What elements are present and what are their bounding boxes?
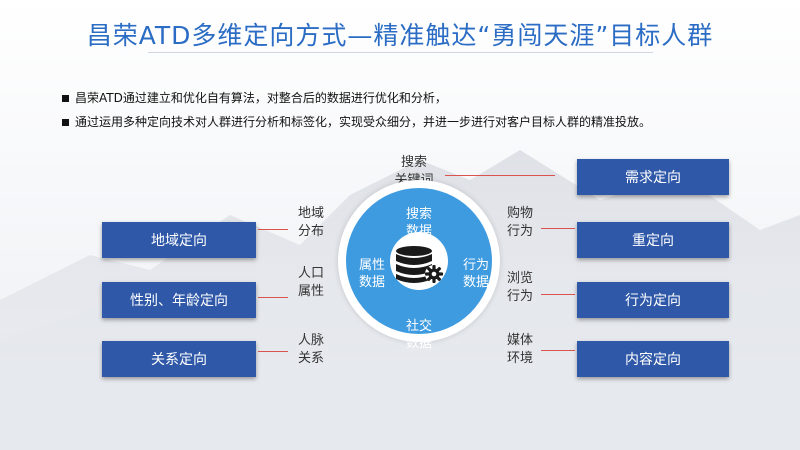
label-line: 浏览 [506, 271, 533, 286]
label-line: 关系 [297, 351, 324, 366]
page-title: 昌荣ATD多维定向方式—精准触达“勇闯天涯”目标人群 [86, 21, 714, 50]
label-media-environment: 媒体 环境 [500, 332, 540, 368]
bullet-square-icon [62, 118, 69, 126]
circle-label-line: 数据 [405, 336, 432, 351]
box-content-targeting: 内容定向 [577, 341, 729, 377]
circle-label-line: 数据 [462, 275, 489, 290]
label-line: 媒体 [506, 333, 533, 348]
connector-line [541, 228, 575, 229]
label-line: 地域 [297, 206, 324, 221]
box-region-targeting: 地域定向 [102, 222, 256, 258]
box-relationship-targeting: 关系定向 [102, 341, 256, 377]
circle-label-line: 属性 [358, 258, 385, 273]
circle-label-behavior-data: 行为 数据 [456, 257, 496, 291]
label-line: 人口 [297, 266, 324, 281]
circle-label-line: 数据 [405, 224, 432, 239]
circle-label-attribute-data: 属性 数据 [352, 257, 392, 291]
label-line: 人脉 [297, 333, 324, 348]
circle-label-line: 数据 [358, 275, 385, 290]
bullet-item: 昌荣ATD通过建立和优化自有算法，对整合后的数据进行优化和分析， [62, 86, 651, 110]
label-line: 搜索 [400, 155, 427, 170]
bullet-text: 通过运用多种定向技术对人群进行分析和标签化，实现受众细分，并进一步进行对客户目标… [75, 115, 652, 129]
bullet-list: 昌荣ATD通过建立和优化自有算法，对整合后的数据进行优化和分析， 通过运用多种定… [62, 86, 651, 134]
circle-label-search-data: 搜索 数据 [399, 206, 439, 240]
box-demand-targeting: 需求定向 [577, 159, 729, 195]
label-shopping-behavior: 购物 行为 [500, 205, 540, 241]
label-line: 购物 [506, 206, 533, 221]
label-line: 属性 [297, 284, 324, 299]
connector-line [258, 229, 288, 230]
database-gear-icon [396, 246, 443, 283]
connector-line [541, 350, 575, 351]
box-gender-age-targeting: 性别、年龄定向 [102, 282, 256, 318]
label-line: 环境 [506, 351, 533, 366]
bullet-square-icon [62, 94, 69, 102]
bullet-item: 通过运用多种定向技术对人群进行分析和标签化，实现受众细分，并进一步进行对客户目标… [62, 110, 651, 134]
label-line: 行为 [506, 289, 533, 304]
label-demographic: 人口 属性 [291, 265, 331, 301]
title-divider [148, 52, 653, 53]
connector-line [541, 294, 575, 295]
box-retargeting: 重定向 [577, 222, 729, 258]
circle-label-line: 搜索 [405, 207, 432, 222]
label-line: 分布 [297, 224, 324, 239]
connector-line [258, 297, 288, 298]
box-behavior-targeting: 行为定向 [577, 282, 729, 318]
label-region: 地域 分布 [291, 205, 331, 241]
label-line: 行为 [506, 224, 533, 239]
circle-label-social-data: 社交 数据 [399, 318, 439, 352]
connector-line [258, 351, 288, 352]
bullet-text: 昌荣ATD通过建立和优化自有算法，对整合后的数据进行优化和分析， [75, 91, 447, 105]
circle-label-line: 行为 [462, 258, 489, 273]
label-network: 人脉 关系 [291, 332, 331, 368]
label-browsing-behavior: 浏览 行为 [500, 270, 540, 306]
connector-line [445, 175, 555, 176]
circle-label-line: 社交 [405, 319, 432, 334]
